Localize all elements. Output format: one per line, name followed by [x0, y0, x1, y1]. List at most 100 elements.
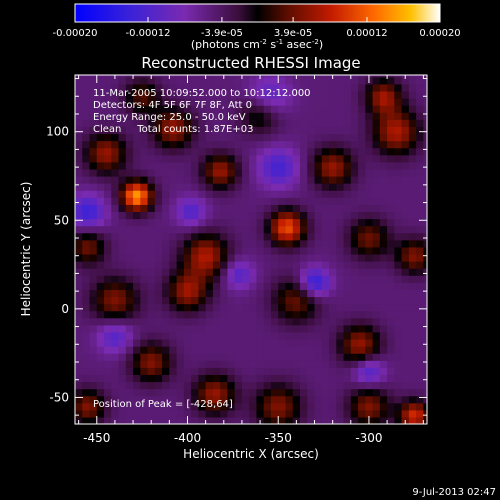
heatmap-cell	[147, 409, 156, 418]
heatmap-cell	[321, 204, 330, 213]
heatmap-cell	[140, 360, 149, 368]
heatmap-cell	[379, 119, 388, 127]
heatmap-cell	[401, 90, 410, 99]
heatmap-cell	[387, 147, 395, 156]
heatmap-cell	[220, 90, 229, 99]
heatmap-cell	[358, 268, 366, 276]
heatmap-cell	[140, 346, 149, 354]
heatmap-cell	[191, 161, 199, 170]
heatmap-cell	[321, 388, 330, 397]
heatmap-cell	[358, 190, 366, 198]
heatmap-cell	[350, 211, 359, 220]
heatmap-cell	[82, 409, 91, 418]
heatmap-cell	[285, 310, 294, 319]
heatmap-cell	[133, 147, 141, 156]
heatmap-cell	[125, 175, 134, 184]
heatmap-cell	[416, 83, 424, 92]
heatmap-cell	[278, 239, 287, 248]
heatmap-cell	[212, 388, 221, 397]
heatmap-cell	[89, 239, 98, 248]
heatmap-cell	[285, 374, 294, 383]
heatmap-cell	[372, 275, 381, 283]
heatmap-cell	[169, 154, 178, 163]
heatmap-cell	[82, 119, 91, 127]
heatmap-cell	[82, 331, 91, 340]
heatmap-cell	[350, 353, 359, 361]
heatmap-cell	[198, 261, 207, 269]
heatmap-cell	[372, 161, 381, 170]
heatmap-cell	[118, 381, 127, 390]
heatmap-cell	[234, 90, 243, 99]
heatmap-cell	[234, 204, 243, 213]
heatmap-cell	[205, 140, 214, 149]
heatmap-cell	[263, 232, 272, 241]
heatmap-cell	[249, 98, 258, 106]
heatmap-cell	[133, 204, 141, 213]
heatmap-cell	[183, 218, 192, 227]
heatmap-cell	[394, 204, 403, 213]
heatmap-cell	[234, 261, 243, 269]
heatmap-cell	[169, 126, 178, 135]
heatmap-cell	[270, 140, 279, 149]
heatmap-cell	[292, 303, 301, 312]
heatmap-cell	[263, 246, 272, 255]
heatmap-cell	[125, 98, 134, 106]
heatmap-cell	[212, 190, 221, 198]
heatmap-cell	[336, 119, 345, 127]
heatmap-cell	[75, 268, 83, 276]
heatmap-cell	[118, 211, 127, 220]
heatmap-cell	[292, 183, 301, 191]
heatmap-cell	[191, 90, 199, 99]
heatmap-cell	[292, 261, 301, 269]
heatmap-cell	[111, 76, 120, 85]
heatmap-cell	[256, 197, 265, 205]
heatmap-cell	[104, 197, 112, 205]
heatmap-cell	[285, 416, 294, 424]
heatmap-cell	[176, 126, 185, 135]
heatmap-cell	[111, 381, 120, 390]
heatmap-cell	[365, 367, 374, 375]
heatmap-cell	[379, 296, 388, 305]
heatmap-cell	[162, 353, 170, 361]
heatmap-cell	[140, 395, 149, 404]
heatmap-cell	[336, 75, 345, 78]
heatmap-cell	[118, 168, 127, 177]
heatmap-cell	[169, 409, 178, 418]
heatmap-cell	[147, 289, 156, 298]
heatmap-cell	[169, 395, 178, 404]
heatmap-cell	[96, 416, 105, 424]
colorbar-tick-label: 0.00012	[346, 28, 387, 39]
heatmap-cell	[401, 105, 410, 113]
heatmap-cell	[75, 324, 83, 333]
heatmap-cell	[270, 296, 279, 305]
heatmap-cell	[270, 268, 279, 276]
heatmap-cell	[249, 218, 258, 227]
heatmap-cell	[133, 395, 141, 404]
heatmap-cell	[220, 346, 229, 354]
heatmap-cell	[270, 133, 279, 142]
heatmap-cell	[75, 218, 83, 227]
heatmap-cell	[169, 374, 178, 383]
heatmap-cell	[191, 246, 199, 255]
heatmap-cell	[307, 133, 316, 142]
heatmap-cell	[227, 168, 236, 177]
heatmap-cell	[263, 204, 272, 213]
heatmap-cell	[89, 409, 98, 418]
heatmap-cell	[162, 282, 170, 290]
heatmap-cell	[350, 374, 359, 383]
heatmap-cell	[140, 289, 149, 298]
heatmap-cell	[372, 303, 381, 312]
heatmap-cell	[249, 76, 258, 85]
heatmap-cell	[133, 161, 141, 170]
heatmap-cell	[220, 282, 229, 290]
heatmap-cell	[220, 253, 229, 262]
heatmap-cell	[241, 317, 250, 326]
heatmap-cell	[256, 76, 265, 85]
heatmap-cell	[89, 98, 98, 106]
heatmap-cell	[191, 303, 199, 312]
heatmap-cell	[169, 253, 178, 262]
heatmap-cell	[285, 90, 294, 99]
heatmap-cell	[118, 402, 127, 411]
heatmap-cell	[307, 353, 316, 361]
heatmap-cell	[147, 346, 156, 354]
